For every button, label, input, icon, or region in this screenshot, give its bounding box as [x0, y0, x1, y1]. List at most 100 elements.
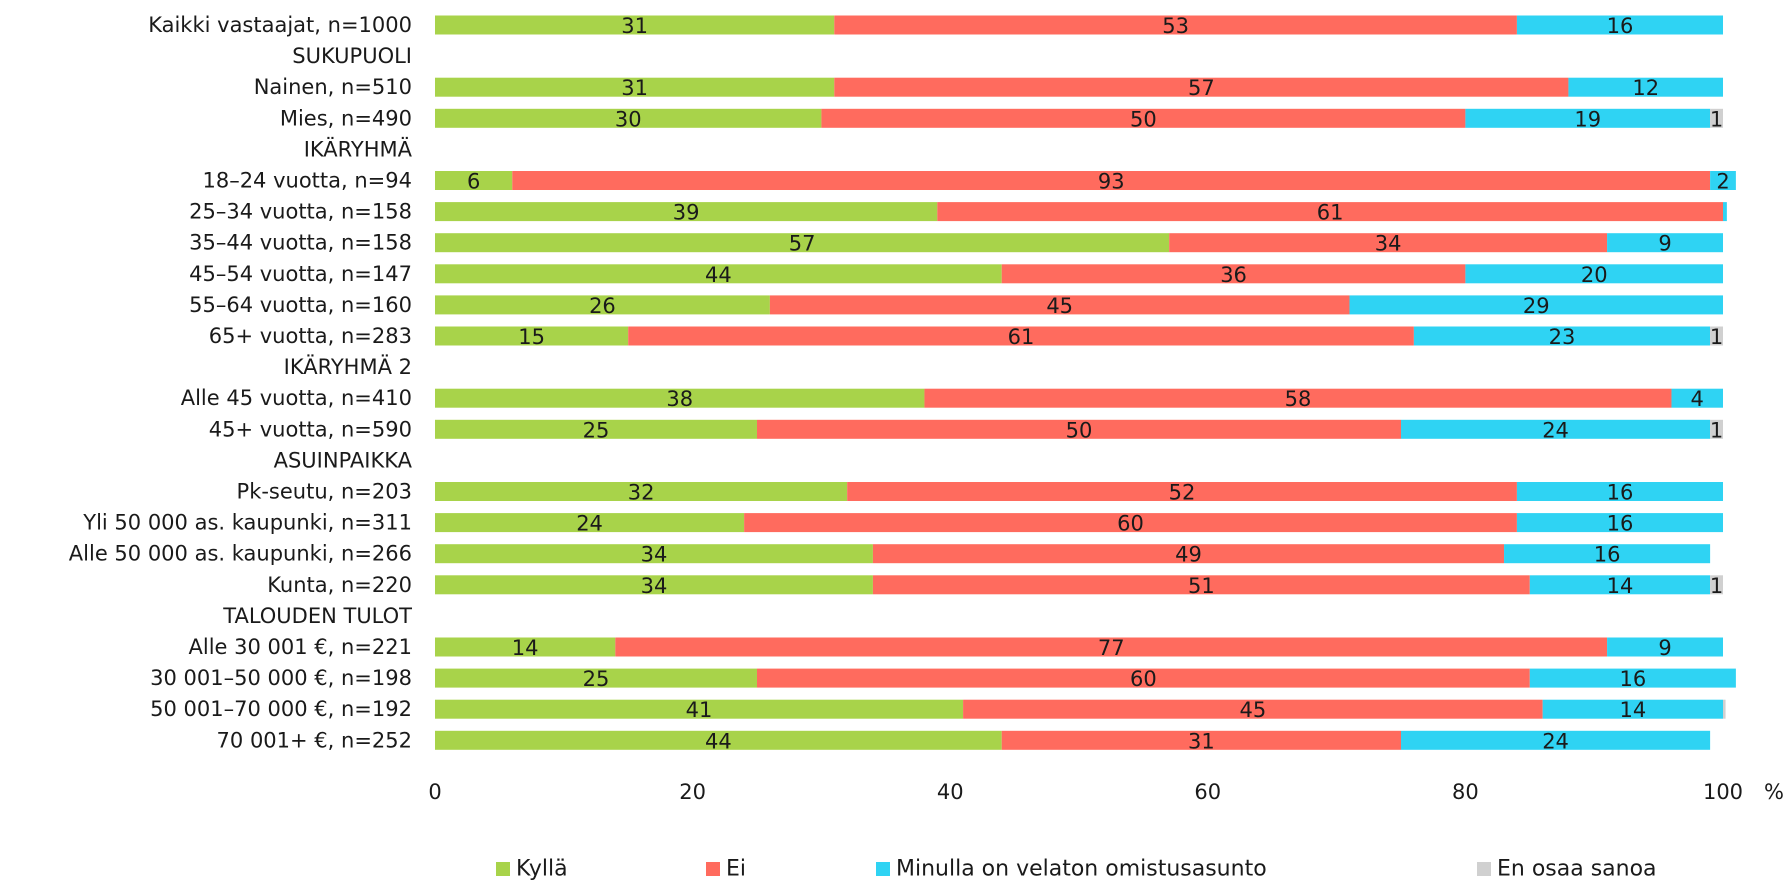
category-label: 45–54 vuotta, n=147 [189, 262, 412, 286]
data-label: 51 [1188, 574, 1215, 598]
bar-segment-kylla [435, 15, 835, 35]
bar-segment-ei [1001, 730, 1401, 750]
bar-segment-minulla-on-velaton-omistusasunto [1349, 295, 1723, 315]
bar-segment-en-osaa-sanoa [1710, 419, 1723, 439]
bar-segment-kylla [435, 482, 848, 501]
data-label: 29 [1523, 294, 1550, 318]
data-label: 25 [583, 418, 610, 442]
category-label: 50 001–70 000 €, n=192 [150, 697, 412, 721]
x-tick-label: 100 [1703, 780, 1743, 804]
data-label: 19 [1574, 107, 1601, 131]
bar-segment-minulla-on-velaton-omistusasunto [1401, 419, 1711, 439]
bar-segment-kylla [435, 202, 938, 222]
category-label: TALOUDEN TULOT [222, 604, 412, 628]
data-label: 60 [1130, 667, 1157, 691]
bar-segment-ei [821, 108, 1466, 128]
data-label: 49 [1175, 543, 1202, 567]
data-label: 16 [1594, 543, 1621, 567]
data-label: 31 [621, 14, 648, 38]
bar-segment-minulla-on-velaton-omistusasunto [1607, 233, 1723, 253]
bar-segment-ei [872, 575, 1530, 595]
data-label: 6 [467, 170, 480, 194]
data-label: 45 [1046, 294, 1073, 318]
bar-segment-minulla-on-velaton-omistusasunto [1413, 326, 1711, 346]
data-label: 32 [628, 481, 655, 505]
data-label: 1 [1710, 574, 1723, 598]
data-label: 24 [1542, 418, 1569, 442]
bar-segment-minulla-on-velaton-omistusasunto [1516, 482, 1723, 501]
legend-label: Ei [726, 857, 746, 882]
bar-segment-ei [963, 699, 1543, 719]
category-label: 70 001+ €, n=252 [217, 728, 412, 752]
bar-segment-kylla [435, 419, 757, 439]
category-label: Alle 45 vuotta, n=410 [181, 386, 412, 410]
bar-segment-kylla [435, 668, 757, 688]
bar-segment-ei [924, 388, 1672, 408]
data-label: 15 [518, 325, 545, 349]
bar-segment-ei [1169, 233, 1608, 253]
category-label: SUKUPUOLI [292, 44, 412, 68]
bar-segment-ei [628, 326, 1414, 346]
x-tick-label: 60 [1194, 780, 1221, 804]
bar-segment-ei [512, 171, 1711, 190]
category-label: 45+ vuotta, n=590 [209, 417, 412, 441]
x-tick-label: 40 [937, 780, 964, 804]
data-label: 9 [1658, 636, 1671, 660]
bar-segment-en-osaa-sanoa [1710, 575, 1723, 595]
data-label: 36 [1220, 263, 1247, 287]
data-label: 93 [1098, 170, 1125, 194]
category-label: Alle 50 000 as. kaupunki, n=266 [69, 542, 412, 566]
bar-segment-ei [1001, 264, 1466, 284]
x-tick-label: 0 [428, 780, 441, 804]
data-label: 50 [1066, 418, 1093, 442]
legend-swatch-kylla [496, 862, 510, 876]
bar-segment-minulla-on-velaton-omistusasunto [1516, 513, 1723, 533]
bar-segment-ei [769, 295, 1350, 315]
category-label: Kaikki vastaajat, n=1000 [148, 13, 412, 37]
data-label: 58 [1285, 387, 1312, 411]
data-label: 34 [641, 574, 668, 598]
data-label: 52 [1169, 481, 1196, 505]
data-label: 16 [1607, 14, 1634, 38]
data-label: 1 [1710, 418, 1723, 442]
data-label: 57 [789, 232, 816, 256]
data-label: 24 [576, 512, 603, 536]
data-label: 30 [615, 107, 642, 131]
data-label: 38 [666, 387, 693, 411]
bar-segment-minulla-on-velaton-omistusasunto [1465, 264, 1723, 284]
category-label: Yli 50 000 as. kaupunki, n=311 [82, 511, 412, 535]
bar-segment-minulla-on-velaton-omistusasunto [1516, 15, 1723, 35]
data-label: 23 [1549, 325, 1576, 349]
data-label: 24 [1542, 729, 1569, 753]
bar-segment-kylla [435, 295, 770, 315]
data-label: 14 [1619, 698, 1646, 722]
data-label: 34 [1375, 232, 1402, 256]
bar-segment-minulla-on-velaton-omistusasunto [1401, 730, 1711, 750]
data-label: 61 [1008, 325, 1035, 349]
bar-segment-en-osaa-sanoa [1710, 326, 1723, 346]
bar-segment-kylla [435, 575, 873, 595]
bar-segment-kylla [435, 108, 822, 128]
category-label: 65+ vuotta, n=283 [209, 324, 412, 348]
bar-segment-kylla [435, 171, 513, 190]
bar-segment-en-osaa-sanoa [1723, 699, 1726, 719]
data-label: 1 [1710, 325, 1723, 349]
legend-label: Minulla on velaton omistusasunto [896, 857, 1267, 882]
data-label: 1 [1710, 107, 1723, 131]
bar-segment-kylla [435, 730, 1002, 750]
bar-segment-minulla-on-velaton-omistusasunto [1465, 108, 1711, 128]
data-label: 60 [1117, 512, 1144, 536]
category-label: ASUINPAIKKA [274, 448, 413, 472]
data-label: 34 [641, 543, 668, 567]
data-label: 31 [621, 76, 648, 100]
legend-swatch-en-osaa-sanoa [1477, 862, 1491, 876]
x-axis-unit: % [1764, 780, 1784, 804]
data-label: 20 [1581, 263, 1608, 287]
bar-segment-ei [937, 202, 1723, 222]
bar-segment-kylla [435, 388, 925, 408]
bar-segment-minulla-on-velaton-omistusasunto [1607, 637, 1723, 657]
data-label: 16 [1619, 667, 1646, 691]
data-label: 50 [1130, 107, 1157, 131]
